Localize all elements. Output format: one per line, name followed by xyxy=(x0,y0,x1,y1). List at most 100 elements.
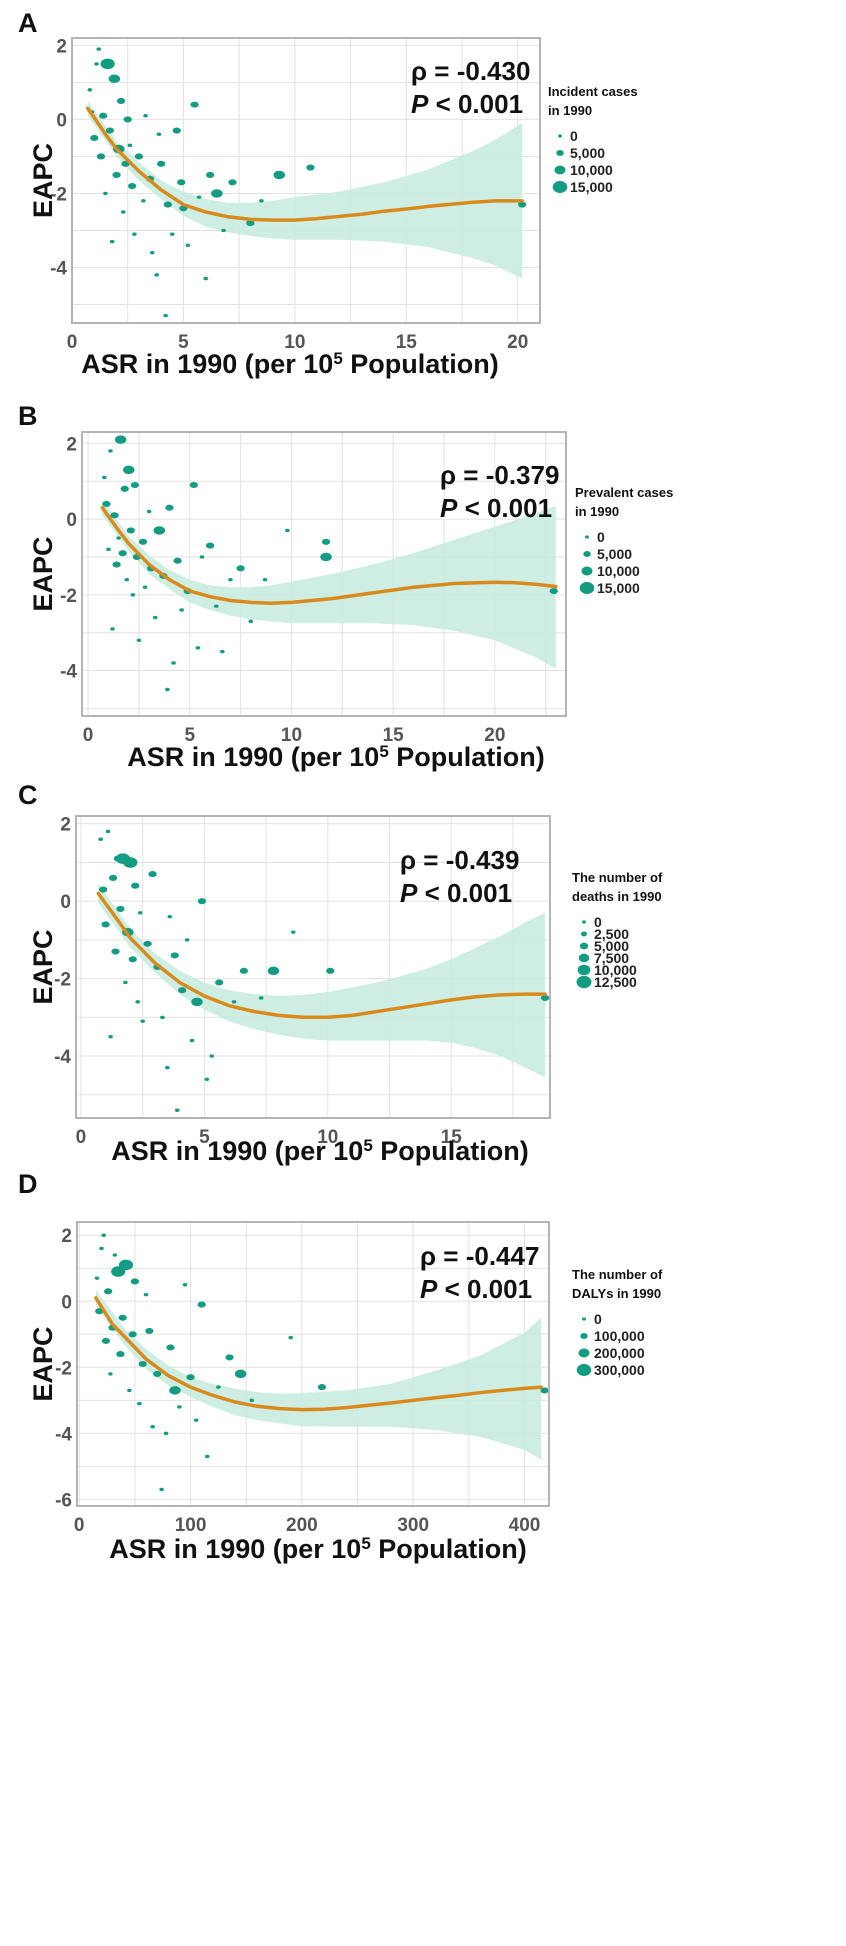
data-point xyxy=(127,1388,132,1393)
plot-border xyxy=(75,815,551,1119)
legend-symbol xyxy=(582,1317,586,1321)
rho-annotation: ρ = -0.447 xyxy=(420,1241,539,1271)
data-point xyxy=(118,550,127,557)
data-point xyxy=(102,475,107,480)
legend-label: 0 xyxy=(594,1311,602,1327)
data-point xyxy=(141,199,146,203)
plot-border xyxy=(71,37,541,324)
data-point xyxy=(231,1000,237,1004)
panel-letter: D xyxy=(18,1169,38,1199)
data-point xyxy=(103,191,108,196)
legend-symbol xyxy=(585,535,589,539)
data-point xyxy=(186,1374,195,1381)
data-point xyxy=(326,967,335,974)
panel-d: D 0 100 200 300 400 -6 -4 -2 0 2 ASR in 1990 (per 1… xyxy=(18,1169,663,1564)
data-point xyxy=(177,1405,182,1409)
data-point xyxy=(220,649,225,654)
legend-symbol xyxy=(578,1348,590,1358)
data-point xyxy=(216,1385,221,1389)
data-point xyxy=(153,526,166,535)
data-point xyxy=(101,1233,107,1237)
legend-title: in 1990 xyxy=(548,103,592,118)
data-point xyxy=(317,1384,327,1391)
data-point xyxy=(109,239,115,244)
data-point xyxy=(116,97,126,104)
data-point xyxy=(258,996,264,1000)
fit-line xyxy=(100,505,558,605)
data-point xyxy=(143,1292,149,1297)
y-axis-label: EAPC xyxy=(28,143,58,218)
data-point xyxy=(111,948,120,955)
x-tick-label: 15 xyxy=(441,1127,463,1148)
rho-annotation: ρ = -0.379 xyxy=(440,460,559,490)
data-point xyxy=(189,481,198,489)
data-point xyxy=(179,608,184,612)
y-tick-label: 0 xyxy=(60,892,71,913)
data-point xyxy=(246,220,255,227)
plot-border xyxy=(76,1221,550,1507)
p-value-annotation: P < 0.001 xyxy=(411,89,523,119)
data-point xyxy=(306,164,315,171)
legend-label: 200,000 xyxy=(594,1345,645,1361)
legend-symbol xyxy=(556,149,564,157)
data-point xyxy=(99,1246,104,1251)
data-point xyxy=(143,940,152,947)
data-point xyxy=(165,504,174,511)
data-point xyxy=(112,171,121,179)
data-point xyxy=(108,1372,113,1376)
legend-symbol xyxy=(576,975,592,989)
data-point xyxy=(166,1344,175,1351)
legend-symbol xyxy=(583,550,591,558)
legend-symbol xyxy=(578,953,590,963)
data-point xyxy=(138,538,148,545)
y-tick-label: 0 xyxy=(66,510,77,531)
legend-label: 10,000 xyxy=(597,563,640,579)
data-point xyxy=(118,1259,134,1271)
data-point xyxy=(225,1354,234,1361)
data-point xyxy=(99,886,108,893)
data-point xyxy=(163,1431,169,1436)
data-point xyxy=(165,1065,170,1070)
legend: The number of deaths in 1990 02,5005,0007,… xyxy=(572,870,663,990)
data-point xyxy=(104,1288,113,1295)
data-point xyxy=(108,74,121,83)
data-point xyxy=(228,179,237,186)
x-tick-label: 400 xyxy=(509,1515,541,1536)
data-point xyxy=(101,1337,111,1344)
p-value-annotation: P < 0.001 xyxy=(440,493,552,523)
data-point xyxy=(130,1278,140,1285)
y-tick-label: 2 xyxy=(66,434,77,455)
data-point xyxy=(204,1454,210,1459)
data-point xyxy=(142,585,148,589)
x-axis-label: ASR in 1990 (per 105 Population) xyxy=(109,1534,527,1564)
data-point xyxy=(159,1487,164,1492)
data-point xyxy=(234,1369,247,1379)
data-point xyxy=(248,619,254,624)
data-point xyxy=(189,1038,195,1043)
data-point xyxy=(169,1386,181,1395)
y-axis-label: EAPC xyxy=(28,929,58,1004)
x-tick-label: 10 xyxy=(317,1127,338,1148)
legend-label: 100,000 xyxy=(594,1328,645,1344)
fit-line xyxy=(85,106,524,222)
data-point xyxy=(123,857,138,868)
y-tick-label: -4 xyxy=(54,1047,71,1068)
legend-title: deaths in 1990 xyxy=(572,889,662,904)
data-point xyxy=(123,465,135,475)
data-point xyxy=(123,980,128,985)
data-point xyxy=(205,542,215,549)
y-axis-label: EAPC xyxy=(28,536,58,611)
data-point xyxy=(321,538,331,545)
data-point xyxy=(163,201,172,208)
legend-label: 10,000 xyxy=(594,962,637,978)
data-point xyxy=(148,871,157,878)
legend-label: 0 xyxy=(570,128,578,144)
data-point xyxy=(100,58,115,70)
data-point xyxy=(157,160,166,167)
legend-label: 0 xyxy=(597,529,605,545)
data-point xyxy=(145,1327,154,1335)
data-point xyxy=(123,116,132,123)
points xyxy=(94,1233,549,1492)
